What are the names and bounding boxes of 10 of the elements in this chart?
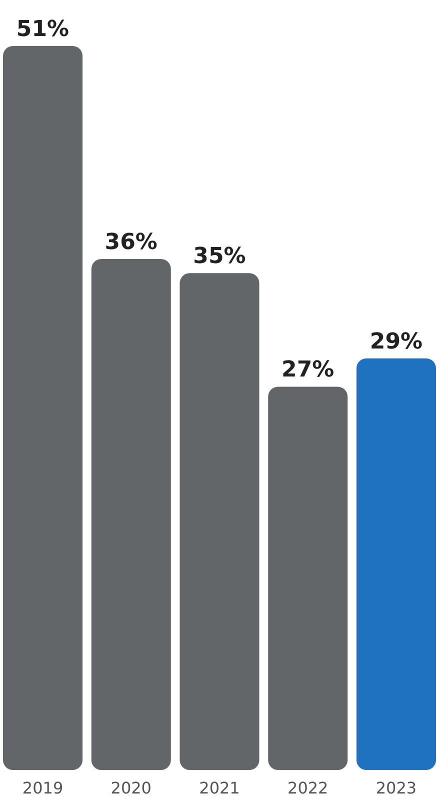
- x-tick-label: 2020: [110, 778, 152, 798]
- x-tick-label: 2022: [288, 778, 328, 798]
- data-label: 36%: [104, 230, 158, 255]
- data-label: 27%: [282, 358, 334, 383]
- x-tick-label: 2021: [199, 778, 240, 798]
- x-tick-label: 2019: [22, 778, 64, 798]
- data-label: 29%: [370, 329, 423, 354]
- data-label: 51%: [16, 17, 70, 42]
- data-label: 35%: [193, 244, 246, 270]
- x-tick-label: 2023: [376, 778, 417, 798]
